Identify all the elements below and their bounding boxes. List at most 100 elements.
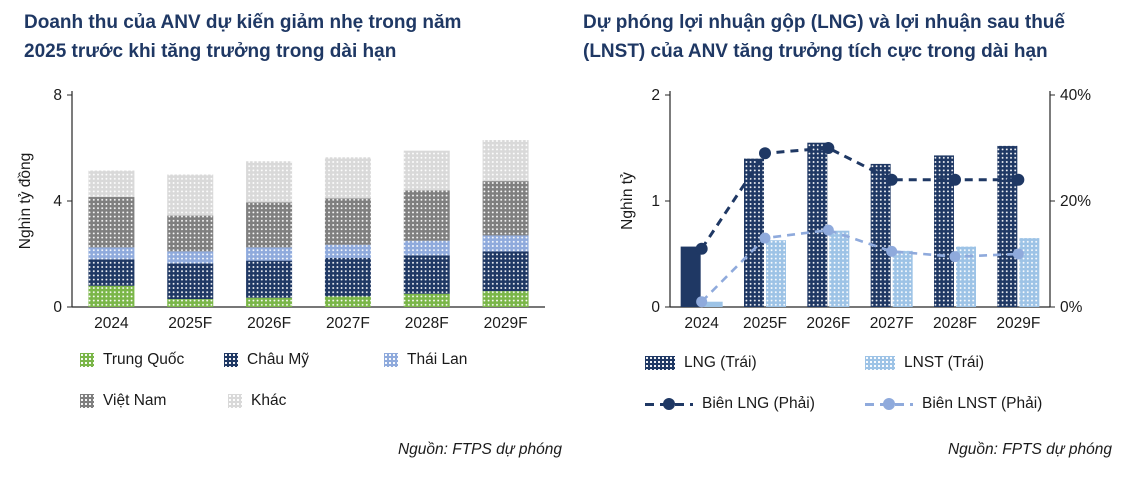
trung-quoc-swatch xyxy=(80,353,94,367)
legend-item-lng: LNG (Trái) xyxy=(645,354,757,371)
legend-label: LNST (Trái) xyxy=(904,354,985,371)
bar xyxy=(997,145,1018,307)
y-right-tick-label: 0% xyxy=(1060,299,1083,316)
legend-label: Biên LNST (Phải) xyxy=(922,395,1043,412)
legend-label: Châu Mỹ xyxy=(247,351,310,368)
bar-segment xyxy=(482,251,529,292)
line-marker xyxy=(885,173,898,186)
legend-item-thai-lan: Thái Lan xyxy=(384,351,468,368)
y-right-tick-label: 20% xyxy=(1060,193,1091,210)
bar-segment xyxy=(482,291,529,307)
line-marker xyxy=(696,296,708,308)
thai-lan-swatch xyxy=(384,353,398,367)
x-category-label: 2025F xyxy=(168,315,212,332)
y-axis-title: Nghìn tỷ đồng xyxy=(17,153,34,250)
bar-segment xyxy=(167,251,214,264)
marker-dot-icon xyxy=(883,398,895,410)
legend-item-viet-nam: Việt Nam xyxy=(80,392,166,409)
legend-label: Biên LNG (Phải) xyxy=(702,395,815,412)
line-marker xyxy=(695,242,708,255)
y-axis-title: Nghìn tỷ xyxy=(619,172,636,230)
line-marker xyxy=(759,147,771,160)
trend-line xyxy=(700,146,1019,250)
title-line: Dự phóng lợi nhuận gộp (LNG) và lợi nhuậ… xyxy=(583,12,1065,33)
profit-panel: Dự phóng lợi nhuận gộp (LNG) và lợi nhuậ… xyxy=(577,0,1147,483)
bar-segment xyxy=(403,150,450,191)
revenue-chart-title: Doanh thu của ANV dự kiến giảm nhẹ trong… xyxy=(24,8,564,66)
y-tick-label: 0 xyxy=(53,299,62,316)
legend-item-chau-my: Châu Mỹ xyxy=(224,351,310,368)
bar-segment xyxy=(88,197,135,248)
title-line: 2025 trước khi tăng trưởng trong dài hạn xyxy=(24,41,397,62)
revenue-panel: Doanh thu của ANV dự kiến giảm nhẹ trong… xyxy=(0,0,570,483)
viet-nam-swatch xyxy=(80,394,94,408)
bar-segment xyxy=(324,198,371,245)
bar-segment xyxy=(403,255,450,294)
bar xyxy=(892,250,913,307)
y-left-tick-label: 0 xyxy=(651,299,660,316)
bar-segment xyxy=(167,174,214,216)
bar xyxy=(829,230,850,307)
bar-segment xyxy=(324,257,371,297)
bar-segment xyxy=(403,240,450,256)
line-marker xyxy=(1012,173,1025,186)
bar xyxy=(807,142,828,307)
line-marker xyxy=(1012,248,1024,260)
x-category-label: 2024 xyxy=(94,315,129,332)
bar-segment xyxy=(482,181,529,236)
bar-segment xyxy=(167,215,214,252)
bar xyxy=(766,240,786,307)
title-line: Doanh thu của ANV dự kiến giảm nhẹ trong… xyxy=(24,12,462,33)
line-marker xyxy=(822,224,834,236)
bar-segment xyxy=(88,285,135,307)
bar-segment xyxy=(167,263,214,300)
title-line: (LNST) của ANV tăng trưởng tích cực tron… xyxy=(583,41,1048,62)
bar-segment xyxy=(88,247,135,260)
bar xyxy=(744,158,764,307)
bar xyxy=(680,246,701,307)
bar-segment xyxy=(167,299,214,307)
bar-segment xyxy=(246,247,293,261)
x-category-label: 2029F xyxy=(484,315,528,332)
x-category-label: 2028F xyxy=(933,315,977,332)
line-marker xyxy=(949,173,961,186)
legend-item-bien-lng: Biên LNG (Phải) xyxy=(645,395,815,412)
khac-swatch xyxy=(228,394,242,408)
legend-label: Thái Lan xyxy=(407,351,468,368)
bar xyxy=(956,246,976,307)
line-marker xyxy=(759,232,771,244)
bar-segment xyxy=(403,190,450,241)
bar-segment xyxy=(324,296,371,307)
bar-segment xyxy=(482,140,529,182)
x-category-label: 2028F xyxy=(405,315,449,332)
legend-item-bien-lnst: Biên LNST (Phải) xyxy=(865,395,1043,412)
bar xyxy=(1019,238,1040,307)
bar-segment xyxy=(403,293,450,307)
bar xyxy=(934,155,954,307)
bar-segment xyxy=(246,161,293,203)
line-marker xyxy=(949,251,961,263)
bar-segment xyxy=(246,297,293,307)
bien-lnst-line-swatch xyxy=(865,397,913,411)
y-tick-label: 4 xyxy=(53,193,62,210)
x-category-label: 2029F xyxy=(996,315,1040,332)
y-left-tick-label: 1 xyxy=(651,193,660,210)
bar-segment xyxy=(324,244,371,258)
x-category-label: 2026F xyxy=(247,315,291,332)
x-category-label: 2027F xyxy=(870,315,914,332)
bar-segment xyxy=(88,259,135,286)
y-right-tick-label: 40% xyxy=(1060,87,1091,104)
revenue-stacked-bar-chart: 0 4 8 Nghìn tỷ đồng 2024 2025F 2026F 2027F 2028F… xyxy=(17,87,545,332)
source-note-right: Nguồn: FPTS dự phóng xyxy=(947,441,1112,458)
x-category-label: 2027F xyxy=(326,315,370,332)
bar-segment xyxy=(324,157,371,199)
lnst-bar-swatch xyxy=(865,356,895,370)
bar-segment xyxy=(246,202,293,248)
chau-my-swatch xyxy=(224,353,238,367)
x-category-label: 2025F xyxy=(743,315,787,332)
marker-dot-icon xyxy=(663,398,675,410)
line-marker xyxy=(822,142,835,154)
y-tick-label: 8 xyxy=(53,87,62,104)
lng-bar-swatch xyxy=(645,356,675,370)
